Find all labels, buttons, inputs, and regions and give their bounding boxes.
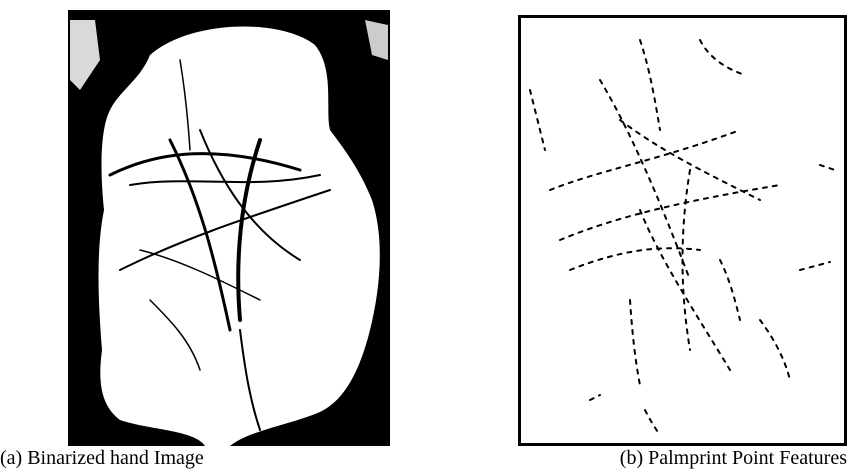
binarized-hand-image bbox=[68, 10, 390, 446]
figure-caption: (a) Binarized hand Image bbox=[0, 447, 204, 470]
palmprint-point-features-image bbox=[520, 17, 846, 445]
figure-images bbox=[0, 0, 847, 446]
page: (a) Binarized hand Image (b) Palmprint P… bbox=[0, 0, 847, 476]
figure-caption: (b) Palmprint Point Features bbox=[620, 447, 847, 470]
